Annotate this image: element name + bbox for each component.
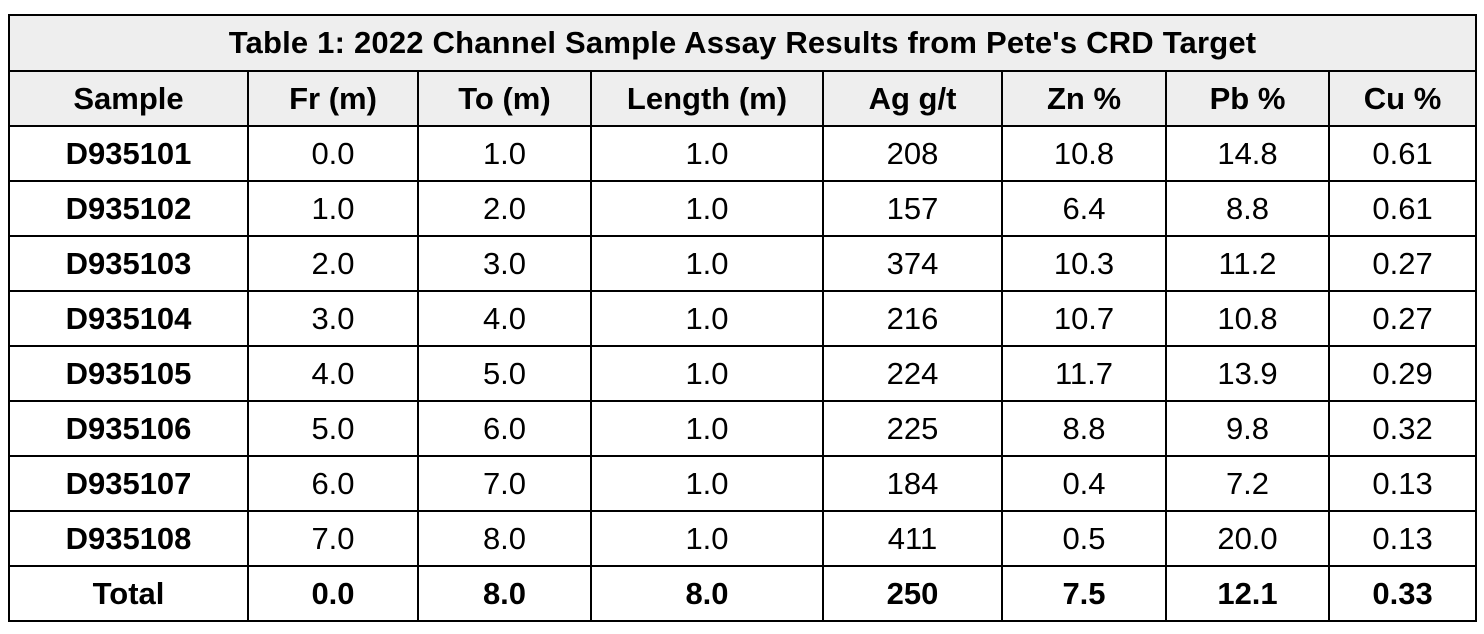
cell-lead: 10.8 [1165, 290, 1330, 347]
header-zinc: Zn % [1001, 70, 1167, 127]
cell-zinc: 8.8 [1001, 400, 1167, 457]
cell-sample: D935104 [8, 290, 249, 347]
cell-copper: 0.13 [1327, 455, 1478, 512]
cell-length: 1.0 [590, 345, 824, 402]
cell-from: 6.0 [247, 455, 419, 512]
table-title: Table 1: 2022 Channel Sample Assay Resul… [7, 14, 1478, 72]
cell-silver: 216 [822, 290, 1003, 347]
cell-lead: 11.2 [1165, 235, 1330, 292]
cell-from: 7.0 [247, 510, 419, 567]
header-from: Fr (m) [247, 70, 419, 127]
total-lead: 12.1 [1165, 565, 1330, 622]
total-from: 0.0 [247, 565, 419, 622]
header-silver: Ag g/t [822, 70, 1003, 127]
cell-zinc: 10.8 [1001, 125, 1167, 182]
header-copper: Cu % [1327, 70, 1478, 127]
table-title-row: Table 1: 2022 Channel Sample Assay Resul… [7, 14, 1478, 72]
cell-from: 3.0 [247, 290, 419, 347]
cell-to: 1.0 [417, 125, 592, 182]
table-row: D935106 5.0 6.0 1.0 225 8.8 9.8 0.32 [8, 400, 1478, 457]
total-to: 8.0 [417, 565, 592, 622]
cell-length: 1.0 [590, 290, 824, 347]
cell-length: 1.0 [590, 400, 824, 457]
cell-sample: D935105 [8, 345, 249, 402]
assay-results-table: Table 1: 2022 Channel Sample Assay Resul… [7, 14, 1478, 622]
table-body: D935101 0.0 1.0 1.0 208 10.8 14.8 0.61 D… [8, 125, 1478, 622]
cell-lead: 8.8 [1165, 180, 1330, 237]
total-zinc: 7.5 [1001, 565, 1167, 622]
table-row: D935103 2.0 3.0 1.0 374 10.3 11.2 0.27 [8, 235, 1478, 292]
cell-to: 3.0 [417, 235, 592, 292]
cell-silver: 184 [822, 455, 1003, 512]
total-label: Total [8, 565, 249, 622]
cell-copper: 0.32 [1327, 400, 1478, 457]
cell-sample: D935102 [8, 180, 249, 237]
cell-lead: 13.9 [1165, 345, 1330, 402]
cell-sample: D935107 [8, 455, 249, 512]
table-row: D935107 6.0 7.0 1.0 184 0.4 7.2 0.13 [8, 455, 1478, 512]
total-copper: 0.33 [1327, 565, 1478, 622]
cell-copper: 0.61 [1327, 180, 1478, 237]
header-length: Length (m) [590, 70, 824, 127]
table-row: D935104 3.0 4.0 1.0 216 10.7 10.8 0.27 [8, 290, 1478, 347]
cell-silver: 208 [822, 125, 1003, 182]
cell-length: 1.0 [590, 455, 824, 512]
cell-silver: 374 [822, 235, 1003, 292]
table-row: D935101 0.0 1.0 1.0 208 10.8 14.8 0.61 [8, 125, 1478, 182]
cell-lead: 7.2 [1165, 455, 1330, 512]
cell-length: 1.0 [590, 510, 824, 567]
cell-from: 5.0 [247, 400, 419, 457]
cell-from: 2.0 [247, 235, 419, 292]
cell-silver: 224 [822, 345, 1003, 402]
cell-from: 0.0 [247, 125, 419, 182]
table-row: D935105 4.0 5.0 1.0 224 11.7 13.9 0.29 [8, 345, 1478, 402]
cell-copper: 0.27 [1327, 235, 1478, 292]
cell-lead: 20.0 [1165, 510, 1330, 567]
cell-lead: 9.8 [1165, 400, 1330, 457]
cell-length: 1.0 [590, 235, 824, 292]
total-length: 8.0 [590, 565, 824, 622]
header-sample: Sample [8, 70, 249, 127]
cell-to: 2.0 [417, 180, 592, 237]
cell-to: 6.0 [417, 400, 592, 457]
header-to: To (m) [417, 70, 592, 127]
total-silver: 250 [822, 565, 1003, 622]
cell-sample: D935108 [8, 510, 249, 567]
cell-zinc: 10.7 [1001, 290, 1167, 347]
cell-from: 4.0 [247, 345, 419, 402]
cell-silver: 157 [822, 180, 1003, 237]
cell-length: 1.0 [590, 180, 824, 237]
cell-silver: 225 [822, 400, 1003, 457]
cell-copper: 0.13 [1327, 510, 1478, 567]
assay-table-container: Table 1: 2022 Channel Sample Assay Resul… [7, 14, 1478, 622]
cell-to: 7.0 [417, 455, 592, 512]
cell-zinc: 11.7 [1001, 345, 1167, 402]
cell-sample: D935106 [8, 400, 249, 457]
cell-length: 1.0 [590, 125, 824, 182]
cell-zinc: 0.5 [1001, 510, 1167, 567]
cell-lead: 14.8 [1165, 125, 1330, 182]
cell-to: 8.0 [417, 510, 592, 567]
cell-zinc: 0.4 [1001, 455, 1167, 512]
table-row: D935102 1.0 2.0 1.0 157 6.4 8.8 0.61 [8, 180, 1478, 237]
cell-to: 4.0 [417, 290, 592, 347]
header-lead: Pb % [1165, 70, 1330, 127]
cell-silver: 411 [822, 510, 1003, 567]
cell-zinc: 10.3 [1001, 235, 1167, 292]
table-row: D935108 7.0 8.0 1.0 411 0.5 20.0 0.13 [8, 510, 1478, 567]
cell-sample: D935103 [8, 235, 249, 292]
table-header-row: Sample Fr (m) To (m) Length (m) Ag g/t Z… [8, 70, 1478, 127]
cell-to: 5.0 [417, 345, 592, 402]
cell-from: 1.0 [247, 180, 419, 237]
cell-zinc: 6.4 [1001, 180, 1167, 237]
cell-copper: 0.61 [1327, 125, 1478, 182]
table-total-row: Total 0.0 8.0 8.0 250 7.5 12.1 0.33 [8, 565, 1478, 622]
cell-sample: D935101 [8, 125, 249, 182]
cell-copper: 0.29 [1327, 345, 1478, 402]
cell-copper: 0.27 [1327, 290, 1478, 347]
